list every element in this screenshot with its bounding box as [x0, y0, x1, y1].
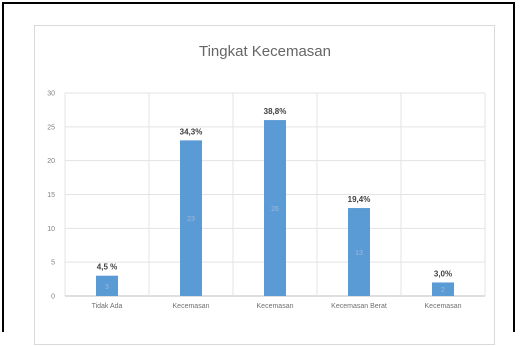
bar [348, 208, 370, 296]
y-tick-label: 15 [47, 192, 55, 199]
bar-value-label: 2 [441, 287, 445, 294]
bar-percent-label: 34,3% [180, 127, 203, 136]
bar-chart: Tingkat Kecemasan 0 5 10 15 20 25 30 3 4,5 % Tid… [47, 43, 486, 310]
y-tick-label: 10 [47, 226, 55, 233]
bar-percent-label: 38,8% [264, 107, 287, 116]
bar [180, 140, 202, 296]
y-tick-label: 25 [47, 124, 55, 131]
bar-value-label: 23 [187, 216, 195, 223]
bar [432, 282, 454, 296]
x-category-label: Tidak Ada [92, 303, 123, 310]
chart-area: Tingkat Kecemasan 0 5 10 15 20 25 30 3 4,5 % Tid… [34, 25, 495, 345]
image-frame: Tingkat Kecemasan 0 5 10 15 20 25 30 3 4,5 % Tid… [2, 2, 515, 345]
y-tick-label: 30 [47, 91, 55, 98]
x-category-label: Kecemasan Berat [331, 303, 387, 310]
bar [264, 120, 286, 296]
y-tick-label: 5 [51, 260, 55, 267]
x-category-label: Kecemasan [257, 303, 294, 310]
bar-percent-label: 19,4% [348, 195, 371, 204]
bar [96, 275, 118, 296]
bar-percent-label: 3,0% [434, 269, 452, 278]
bar-percent-label: 4,5 % [97, 263, 117, 272]
y-tick-label: 0 [51, 294, 55, 301]
x-category-label: Kecemasan [425, 303, 462, 310]
bar-value-label: 26 [271, 206, 279, 213]
x-category-label: Kecemasan [173, 303, 210, 310]
y-tick-label: 20 [47, 158, 55, 165]
bar-value-label: 13 [355, 250, 363, 257]
chart-title: Tingkat Kecemasan [199, 43, 331, 60]
bar-value-label: 3 [105, 284, 109, 291]
